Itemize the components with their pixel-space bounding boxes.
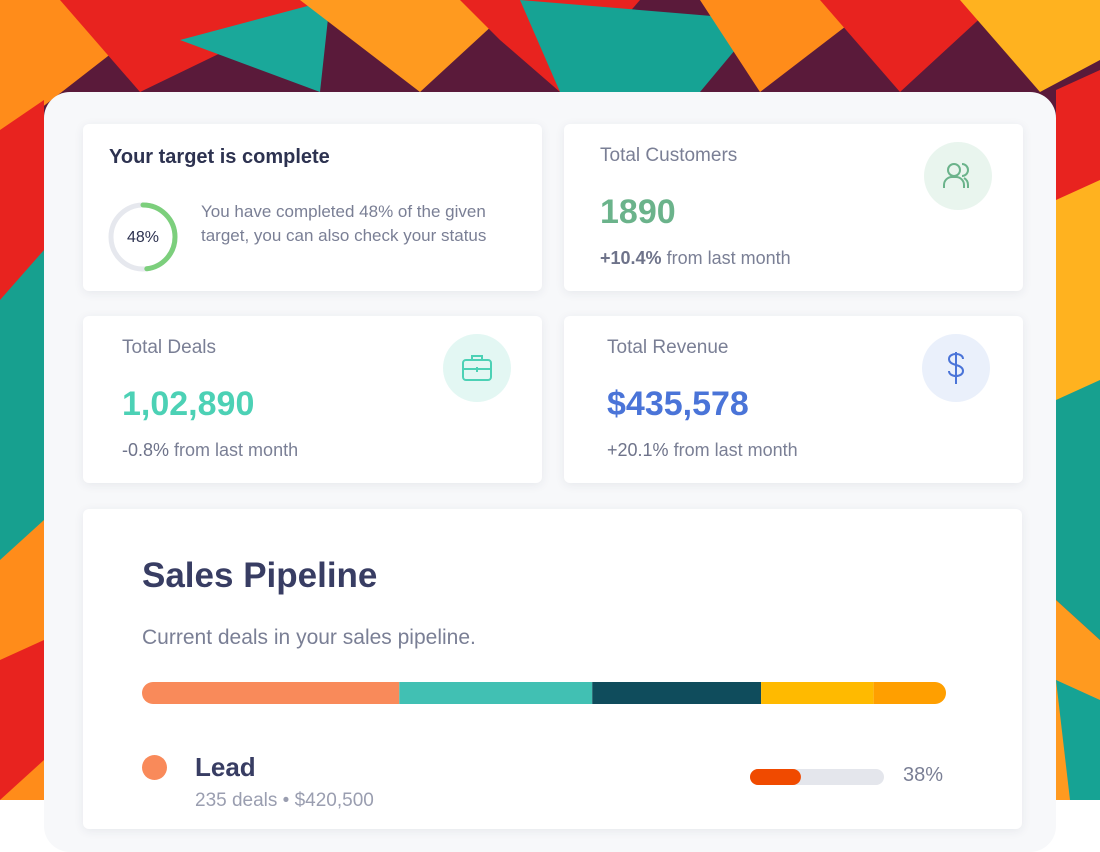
stat-title: Total Customers <box>600 145 738 166</box>
change-value: +20.1% <box>607 440 669 460</box>
page: Your target is complete 48% You have com… <box>0 0 1100 811</box>
change-text: from last month <box>666 248 791 268</box>
change-value: +10.4% <box>600 248 662 268</box>
progress-ring: 48% <box>108 202 178 272</box>
pipeline-segment <box>399 682 593 704</box>
change-text: from last month <box>174 440 299 460</box>
pipeline-segment <box>592 682 762 704</box>
pipeline-subtitle: Current deals in your sales pipeline. <box>142 626 476 649</box>
stat-value: $435,578 <box>607 385 749 423</box>
deals-icon <box>443 334 511 402</box>
pipeline-segment <box>761 682 874 704</box>
change-text: from last month <box>673 440 798 460</box>
ring-progress <box>108 202 178 272</box>
pipeline-segment <box>873 682 946 704</box>
stage-progress <box>750 769 884 785</box>
stat-change: +20.1% from last month <box>607 440 798 461</box>
stat-change: +10.4% from last month <box>600 248 791 269</box>
stage-dot <box>142 755 167 780</box>
briefcase-icon <box>462 355 492 381</box>
dollar-icon <box>947 352 965 384</box>
stat-title: Total Revenue <box>607 337 729 358</box>
target-title: Your target is complete <box>109 146 330 168</box>
stage-detail: 235 deals • $420,500 <box>195 790 374 811</box>
ring-label: 48% <box>127 229 159 246</box>
customers-icon <box>924 142 992 210</box>
change-value: -0.8% <box>122 440 170 460</box>
stat-value: 1890 <box>600 193 676 231</box>
target-description: You have completed 48% of the given targ… <box>201 202 487 245</box>
stat-title: Total Deals <box>122 337 216 358</box>
stage-name: Lead <box>195 752 256 782</box>
pipeline-title: Sales Pipeline <box>142 556 378 595</box>
progress-fill <box>750 769 801 785</box>
people-icon <box>943 163 970 188</box>
pipeline-segment <box>142 682 400 704</box>
stat-value: 1,02,890 <box>122 385 255 423</box>
pipeline-bar <box>142 682 946 704</box>
stage-percent: 38% <box>903 764 944 786</box>
stat-change: -0.8% from last month <box>122 440 298 461</box>
revenue-icon <box>922 334 990 402</box>
